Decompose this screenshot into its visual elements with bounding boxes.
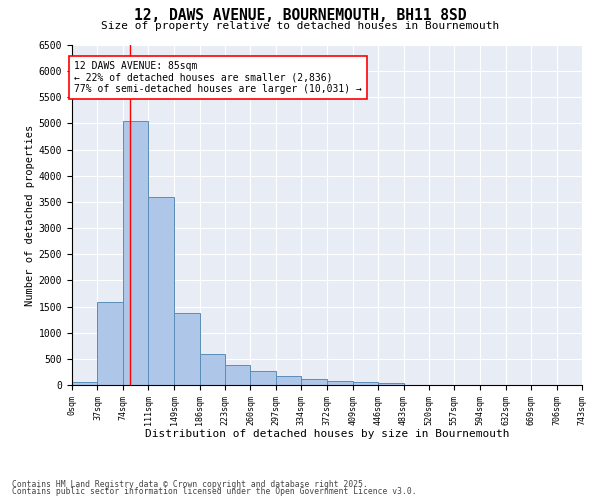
Bar bbox=[200, 354, 225, 385]
Bar bbox=[174, 313, 200, 385]
Bar bbox=[301, 378, 328, 385]
Text: Contains public sector information licensed under the Open Government Licence v3: Contains public sector information licen… bbox=[12, 487, 416, 496]
Bar bbox=[148, 196, 174, 385]
Bar bbox=[328, 381, 353, 385]
X-axis label: Distribution of detached houses by size in Bournemouth: Distribution of detached houses by size … bbox=[145, 429, 509, 439]
Bar bbox=[276, 376, 301, 385]
Bar bbox=[97, 302, 123, 385]
Bar bbox=[225, 365, 250, 385]
Bar bbox=[72, 382, 97, 385]
Bar bbox=[378, 384, 404, 385]
Text: 12 DAWS AVENUE: 85sqm
← 22% of detached houses are smaller (2,836)
77% of semi-d: 12 DAWS AVENUE: 85sqm ← 22% of detached … bbox=[74, 60, 362, 94]
Bar bbox=[353, 382, 378, 385]
Text: Size of property relative to detached houses in Bournemouth: Size of property relative to detached ho… bbox=[101, 21, 499, 31]
Bar bbox=[123, 121, 148, 385]
Text: 12, DAWS AVENUE, BOURNEMOUTH, BH11 8SD: 12, DAWS AVENUE, BOURNEMOUTH, BH11 8SD bbox=[134, 8, 466, 22]
Text: Contains HM Land Registry data © Crown copyright and database right 2025.: Contains HM Land Registry data © Crown c… bbox=[12, 480, 368, 489]
Y-axis label: Number of detached properties: Number of detached properties bbox=[25, 124, 35, 306]
Bar bbox=[250, 371, 276, 385]
